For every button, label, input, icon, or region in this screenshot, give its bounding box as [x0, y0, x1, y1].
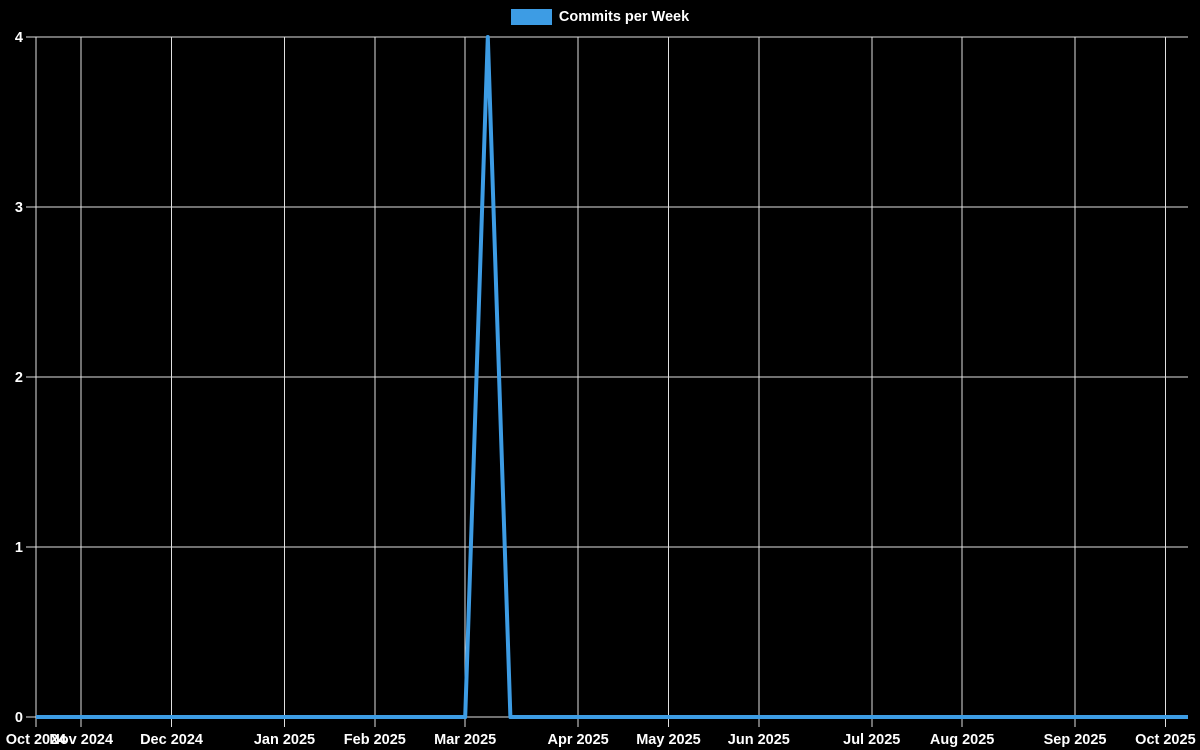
tick-marks: [26, 36, 1166, 727]
x-tick-label: Oct 2024: [6, 732, 66, 748]
commits-line: [36, 35, 1188, 719]
y-tick-label: 0: [15, 710, 23, 726]
x-tick-label: Feb 2025: [344, 732, 406, 748]
line-series: [36, 35, 1188, 719]
y-tick-label: 3: [15, 200, 23, 216]
x-tick-label: Dec 2024: [140, 732, 203, 748]
chart-legend: Commits per Week: [0, 7, 1200, 27]
legend-swatch-icon: [510, 9, 552, 25]
y-tick-label: 2: [15, 370, 23, 386]
x-tick-label: Mar 2025: [434, 732, 496, 748]
x-tick-label: Sep 2025: [1044, 732, 1107, 748]
x-tick-label: Jun 2025: [728, 732, 790, 748]
y-tick-label: 4: [15, 30, 23, 46]
legend-label: Commits per Week: [558, 9, 690, 25]
x-tick-label: Apr 2025: [547, 732, 608, 748]
x-tick-label: Jul 2025: [843, 732, 900, 748]
x-tick-label: Oct 2025: [1135, 732, 1195, 748]
y-tick-label: 1: [15, 540, 23, 556]
x-tick-label: Jan 2025: [254, 732, 315, 748]
x-tick-label: Nov 2024: [49, 732, 113, 748]
gridlines: [35, 36, 1188, 718]
x-tick-label: May 2025: [636, 732, 701, 748]
x-tick-label: Aug 2025: [930, 732, 994, 748]
